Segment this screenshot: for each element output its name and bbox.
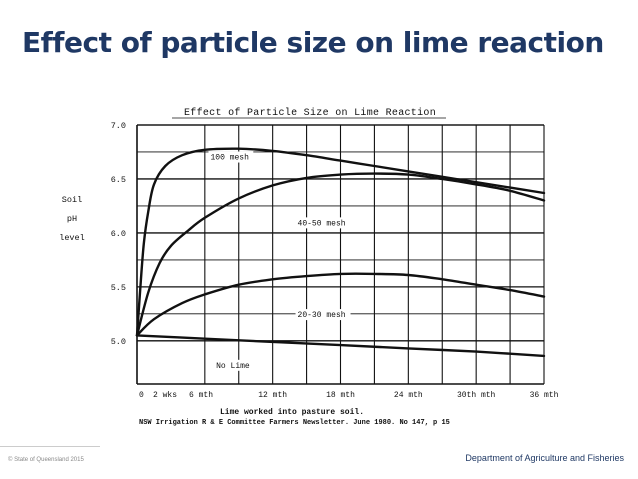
y-axis-label-line: Soil [62, 195, 82, 205]
series-label-20-30-mesh: 20-30 mesh [298, 311, 346, 320]
series-label-bg [295, 217, 351, 229]
y-tick-labels: 5.0 5.5 6.0 6.5 7.0 [111, 121, 126, 347]
x-tick-labels: 0 2 wks 6 mth 12 mth 18 mth 24 mth 30th mth 36 … [139, 391, 559, 400]
x-tick-label: 24 mth [394, 391, 423, 400]
series-line-no-lime [135, 334, 546, 358]
copyright: © State of Queensland 2015 [8, 457, 84, 463]
slide-title: Effect of particle size on lime reaction [22, 26, 604, 59]
y-axis-label-line: level [59, 233, 85, 243]
y-axis-label: Soil pH level [59, 195, 85, 243]
series-label-bg [295, 309, 351, 321]
chart-title: Effect of Particle Size on Lime Reaction [184, 107, 436, 119]
x-tick-label: 12 mth [258, 391, 287, 400]
axes [136, 124, 544, 385]
x-tick-label: 18 mth [326, 391, 355, 400]
x-tick-label: 0 [139, 391, 144, 400]
series-line-100-mesh [135, 147, 546, 337]
x-tick-label: 36 mth [530, 391, 559, 400]
series-lines [135, 147, 546, 358]
series-line-20-30-mesh [135, 272, 546, 337]
series-line-40-50-mesh [135, 172, 546, 337]
series-label-no-lime: No Lime [216, 362, 250, 371]
y-tick-label: 5.5 [111, 283, 126, 293]
y-tick-label: 5.0 [111, 337, 126, 347]
y-tick-label: 6.5 [111, 175, 126, 185]
x-tick-label: 30th mth [457, 391, 496, 400]
x-tick-label: 6 mth [189, 391, 213, 400]
department-name: Department of Agriculture and Fisheries [465, 453, 624, 463]
series-label-100-mesh: 100 mesh [210, 154, 249, 163]
y-tick-label: 7.0 [111, 121, 126, 131]
y-tick-label: 6.0 [111, 229, 126, 239]
series-label-40-50-mesh: 40-50 mesh [298, 219, 346, 228]
series-label-bg [214, 359, 254, 371]
series-labels: 100 mesh 40-50 mesh 20-30 mesh No Lime [208, 151, 351, 371]
series-label-bg [208, 151, 254, 163]
x-axis-label: Lime worked into pasture soil. [220, 408, 364, 417]
y-axis-label-line: pH [67, 214, 77, 224]
x-tick-label: 2 wks [153, 391, 177, 400]
footer-rule [0, 446, 100, 447]
chart-source: NSW Irrigation R & E Committee Farmers N… [139, 419, 450, 427]
